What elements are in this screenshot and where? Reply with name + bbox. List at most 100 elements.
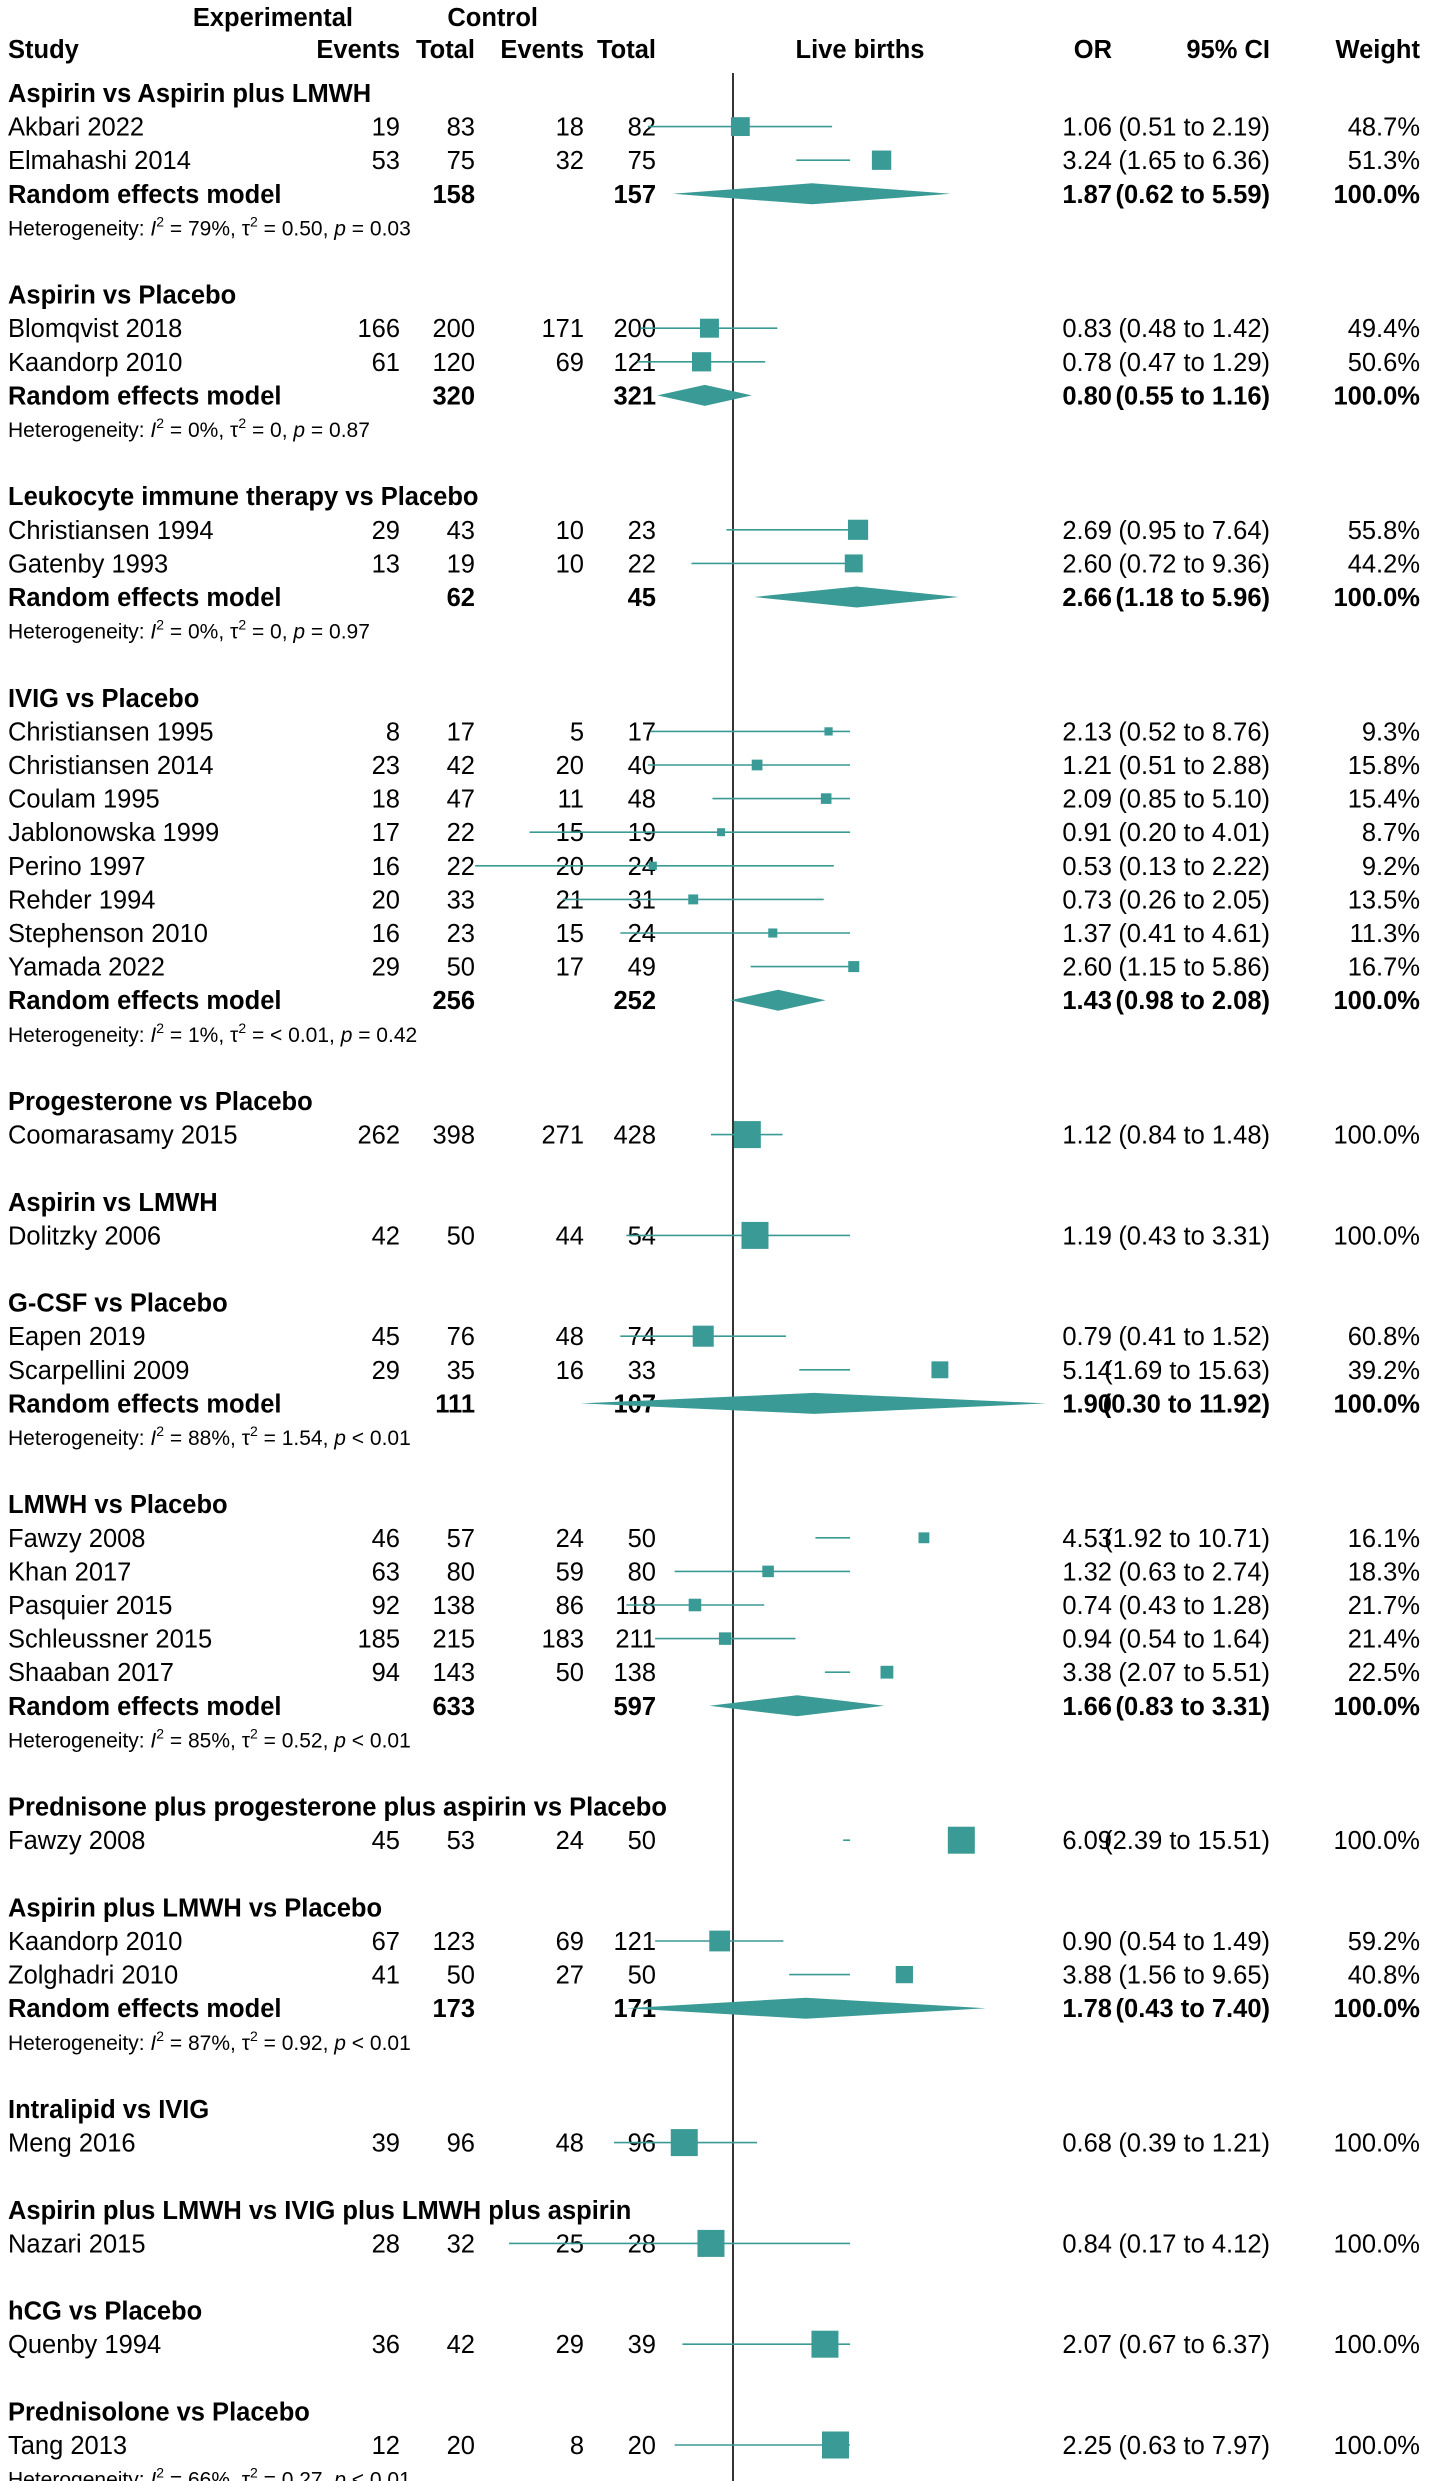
control-total: 45 bbox=[628, 584, 656, 612]
weight: 13.5% bbox=[1348, 886, 1420, 914]
effect-square bbox=[688, 1598, 702, 1612]
effect-square bbox=[844, 554, 863, 573]
control-events: 18 bbox=[556, 114, 584, 142]
experimental-events: 23 bbox=[372, 752, 400, 780]
experimental-events: 61 bbox=[372, 349, 400, 377]
odds-ratio: 3.38 bbox=[1062, 1659, 1112, 1687]
effect-square bbox=[718, 1632, 732, 1645]
summary-row: Random effects model 633 597 1.66 (0.83 to 3… bbox=[8, 1693, 1420, 1721]
control-events: 271 bbox=[541, 1122, 584, 1150]
experimental-total: 22 bbox=[447, 853, 475, 881]
control-events: 86 bbox=[556, 1592, 584, 1620]
study-name: Pasquier 2015 bbox=[8, 1592, 172, 1620]
odds-ratio: 1.87 bbox=[1062, 181, 1112, 209]
confidence-interval: (0.39 to 1.21) bbox=[1118, 2130, 1270, 2158]
control-total: 50 bbox=[628, 1525, 656, 1553]
experimental-events: 19 bbox=[372, 114, 400, 142]
odds-ratio: 1.12 bbox=[1062, 1122, 1112, 1150]
control-total: 157 bbox=[613, 181, 656, 209]
control-events: 183 bbox=[541, 1626, 584, 1654]
effect-square bbox=[670, 2129, 698, 2157]
odds-ratio: 2.07 bbox=[1062, 2331, 1112, 2359]
weight: 100.0% bbox=[1334, 584, 1421, 612]
control-events: 59 bbox=[556, 1558, 584, 1586]
study-row: Kaandorp 2010 61 120 69 121 0.78 (0.47 to 1.29… bbox=[8, 349, 1420, 377]
study-name: Coomarasamy 2015 bbox=[8, 1122, 238, 1150]
study-row: Tang 2013 12 20 8 20 2.25 (0.63 to 7.97) 100.0% bbox=[8, 2431, 1420, 2460]
study-name: Stephenson 2010 bbox=[8, 920, 208, 948]
effect-square bbox=[820, 793, 832, 804]
control-total: 20 bbox=[628, 2432, 656, 2460]
experimental-events: 39 bbox=[372, 2130, 400, 2158]
control-events: 24 bbox=[556, 1827, 584, 1855]
control-total: 597 bbox=[613, 1693, 656, 1721]
study-name: Scarpellini 2009 bbox=[8, 1357, 189, 1385]
control-events: 50 bbox=[556, 1659, 584, 1687]
confidence-interval: (0.54 to 1.64) bbox=[1118, 1626, 1270, 1654]
confidence-interval: (0.26 to 2.05) bbox=[1118, 886, 1270, 914]
study-row: Shaaban 2017 94 143 50 138 3.38 (2.07 to 5.51)… bbox=[8, 1659, 1420, 1687]
header-weight: Weight bbox=[1335, 36, 1420, 64]
odds-ratio: 2.13 bbox=[1062, 718, 1112, 746]
study-row: Rehder 1994 20 33 21 31 0.73 (0.26 to 2.05) 13.… bbox=[8, 886, 1420, 914]
experimental-events: 67 bbox=[372, 1928, 400, 1956]
experimental-events: 29 bbox=[372, 954, 400, 982]
effect-square bbox=[733, 1121, 761, 1149]
effect-square bbox=[648, 861, 657, 870]
effect-square bbox=[709, 1930, 731, 1952]
study-row: Scarpellini 2009 29 35 16 33 5.14(1.69 to 15.… bbox=[8, 1357, 1420, 1385]
confidence-interval: (0.63 to 7.97) bbox=[1118, 2432, 1270, 2460]
effect-square bbox=[762, 1565, 774, 1578]
effect-square bbox=[880, 1665, 894, 1679]
control-total: 24 bbox=[628, 920, 656, 948]
effect-square bbox=[768, 928, 778, 938]
study-name: Christiansen 1994 bbox=[8, 517, 214, 545]
study-row: Coulam 1995 18 47 11 48 2.09 (0.85 to 5.10) 15.… bbox=[8, 786, 1420, 814]
study-row: Fawzy 2008 45 53 24 50 6.09(2.39 to 15.51) 100… bbox=[8, 1826, 1420, 1855]
odds-ratio: 1.21 bbox=[1062, 752, 1112, 780]
summary-diamond bbox=[580, 1392, 1047, 1414]
odds-ratio: 3.88 bbox=[1062, 1962, 1112, 1990]
odds-ratio: 0.91 bbox=[1062, 819, 1112, 847]
control-events: 25 bbox=[556, 2230, 584, 2258]
confidence-interval: (0.63 to 2.74) bbox=[1118, 1558, 1270, 1586]
experimental-total: 23 bbox=[447, 920, 475, 948]
weight: 11.3% bbox=[1350, 920, 1420, 948]
control-total: 19 bbox=[628, 819, 656, 847]
control-events: 15 bbox=[556, 920, 584, 948]
experimental-total: 123 bbox=[432, 1928, 475, 1956]
subgroup-header: Prednisone plus progesterone plus aspiri… bbox=[8, 1794, 667, 1822]
study-name: Kaandorp 2010 bbox=[8, 1928, 182, 1956]
effect-square bbox=[848, 961, 860, 973]
header-control-total: Total bbox=[597, 36, 656, 64]
control-total: 252 bbox=[613, 987, 656, 1015]
summary-label: Random effects model bbox=[8, 584, 281, 612]
experimental-total: 35 bbox=[447, 1357, 475, 1385]
control-total: 50 bbox=[628, 1962, 656, 1990]
experimental-events: 92 bbox=[372, 1592, 400, 1620]
control-total: 48 bbox=[628, 786, 656, 814]
control-events: 10 bbox=[556, 517, 584, 545]
effect-square bbox=[821, 2431, 849, 2459]
weight: 100.0% bbox=[1334, 1693, 1421, 1721]
confidence-interval: (0.67 to 6.37) bbox=[1118, 2331, 1270, 2359]
weight: 44.2% bbox=[1348, 550, 1420, 578]
effect-square bbox=[691, 352, 712, 372]
experimental-total: 22 bbox=[447, 819, 475, 847]
experimental-total: 20 bbox=[447, 2432, 475, 2460]
study-row: Nazari 2015 28 32 25 28 0.84 (0.17 to 4.12) 100… bbox=[8, 2229, 1420, 2258]
study-row: Stephenson 2010 16 23 15 24 1.37 (0.41 to 4.61… bbox=[8, 920, 1420, 948]
weight: 100.0% bbox=[1334, 987, 1421, 1015]
control-total: 121 bbox=[613, 349, 656, 377]
weight: 100.0% bbox=[1334, 1390, 1421, 1418]
summary-diamond bbox=[730, 989, 826, 1011]
experimental-events: 94 bbox=[372, 1659, 400, 1687]
weight: 49.4% bbox=[1348, 315, 1420, 343]
subgroup-header: Aspirin plus LMWH vs IVIG plus LMWH plus… bbox=[8, 2197, 631, 2225]
control-total: 82 bbox=[628, 114, 656, 142]
summary-row: Random effects model 158 157 1.87 (0.62 to 5… bbox=[8, 181, 1420, 209]
confidence-interval: (0.55 to 1.16) bbox=[1116, 382, 1270, 410]
study-row: Schleussner 2015 185 215 183 211 0.94 (0.54 to… bbox=[8, 1626, 1420, 1654]
experimental-events: 262 bbox=[357, 1122, 400, 1150]
